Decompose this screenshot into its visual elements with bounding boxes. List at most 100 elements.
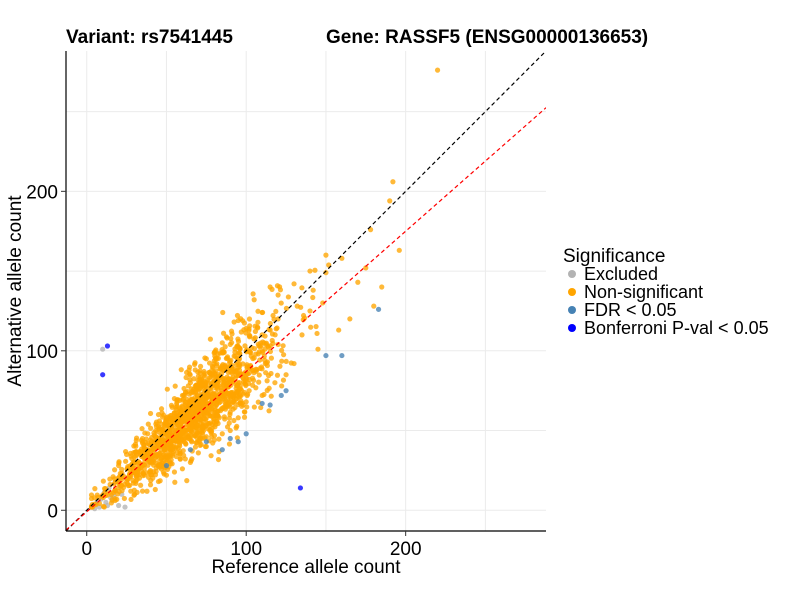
data-point [128, 496, 134, 503]
data-point [215, 397, 221, 403]
reference-lines [66, 51, 546, 531]
data-point [347, 316, 353, 322]
data-point [206, 375, 213, 381]
data-point [207, 385, 213, 392]
data-point [280, 377, 287, 383]
data-point [158, 421, 164, 427]
data-point [259, 309, 265, 316]
data-point [186, 391, 192, 397]
data-point [219, 340, 225, 346]
data-point [148, 469, 154, 475]
data-point [237, 346, 243, 352]
data-point [134, 472, 141, 478]
data-point [116, 502, 122, 509]
data-point [234, 383, 241, 389]
data-point [240, 361, 246, 367]
data-point [255, 308, 261, 314]
data-point [155, 478, 162, 485]
data-point [220, 405, 226, 411]
data-point [212, 355, 219, 361]
data-point [266, 408, 272, 414]
data-point [247, 333, 253, 339]
data-point [246, 316, 253, 322]
legend-label: Excluded [584, 264, 658, 284]
data-point [101, 504, 107, 510]
data-point [283, 358, 289, 365]
data-point [131, 491, 138, 497]
data-point [148, 425, 154, 431]
data-point [307, 268, 313, 274]
data-point [198, 424, 205, 430]
data-point [235, 317, 241, 324]
data-point [310, 294, 316, 301]
data-point [229, 370, 235, 376]
data-point [308, 324, 314, 330]
data-point [153, 428, 159, 434]
data-point [187, 447, 193, 453]
data-point [139, 426, 145, 432]
data-point [243, 431, 249, 437]
data-point [233, 362, 240, 368]
data-point [144, 488, 150, 494]
data-point [267, 348, 273, 355]
data-point [163, 457, 169, 463]
data-point [323, 252, 329, 258]
data-point [159, 414, 166, 420]
data-point [195, 450, 201, 456]
y-tick-label: 0 [47, 501, 58, 522]
data-point [179, 392, 186, 399]
data-point [142, 430, 148, 436]
data-point [291, 281, 297, 287]
data-point [264, 378, 270, 384]
data-point [241, 409, 248, 415]
data-point [192, 444, 199, 450]
data-point [375, 306, 382, 312]
data-point [162, 446, 168, 452]
data-point [258, 364, 265, 370]
data-point [226, 415, 232, 421]
data-point [390, 179, 396, 185]
data-point [231, 319, 237, 325]
data-point [379, 284, 385, 290]
data-point [272, 332, 278, 338]
data-point [194, 406, 200, 413]
data-point [314, 330, 320, 337]
data-point [279, 347, 285, 354]
data-point [198, 442, 204, 448]
data-point [133, 443, 139, 449]
data-point [215, 373, 221, 379]
data-point [166, 427, 172, 433]
data-point [163, 415, 170, 421]
data-point [195, 373, 201, 379]
data-point [339, 352, 345, 359]
data-point [157, 458, 163, 464]
data-point [242, 343, 248, 349]
data-point [251, 297, 257, 303]
y-tick-label: 200 [26, 182, 58, 203]
data-point [434, 67, 441, 73]
data-point [300, 317, 306, 323]
data-point [210, 372, 216, 378]
data-point [200, 401, 206, 407]
data-point [192, 360, 198, 366]
legend-label: FDR < 0.05 [584, 300, 677, 320]
data-point [285, 294, 291, 300]
data-point [112, 467, 118, 473]
data-point [218, 385, 224, 391]
data-point [371, 303, 377, 309]
data-point [219, 431, 225, 437]
data-point [236, 350, 242, 356]
data-point [172, 415, 179, 421]
data-point [297, 485, 304, 491]
data-point [158, 462, 164, 468]
data-point [153, 434, 159, 440]
data-point [94, 492, 100, 498]
data-point [234, 312, 241, 319]
points [88, 67, 441, 512]
data-point [88, 495, 95, 502]
data-point [165, 442, 171, 448]
data-point [267, 402, 273, 408]
data-point [92, 486, 98, 492]
data-point [259, 400, 265, 407]
data-point [134, 476, 140, 482]
